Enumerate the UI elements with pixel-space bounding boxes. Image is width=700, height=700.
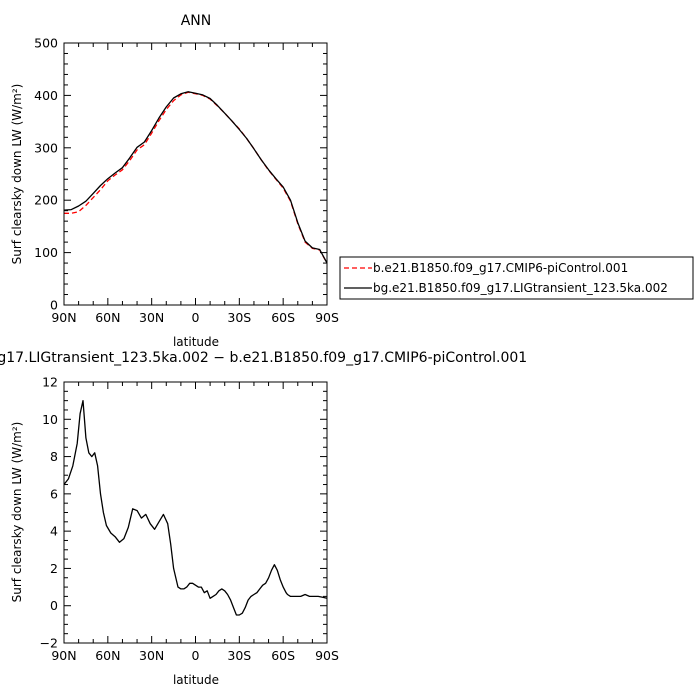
top-plot-frame [63,42,328,306]
legend-label-series-2: bg.e21.B1850.f09_g17.LIGtransient_123.5k… [373,281,668,295]
bottom-y-tick-label: 12 [42,375,58,390]
legend: b.e21.B1850.f09_g17.CMIP6-piControl.001 … [339,256,694,300]
legend-box [339,256,694,300]
top-y-tick-label: 300 [34,140,58,155]
top-x-axis-label: latitude [173,335,219,349]
bottom-y-tick-label: −2 [40,636,58,651]
bottom-x-axis-label: latitude [173,673,219,687]
bottom-chart-title: bg.e21.B1850.f09_g17.LIGtransient_123.5k… [0,350,527,366]
bottom-panel: bg.e21.B1850.f09_g17.LIGtransient_123.5k… [0,350,527,687]
bottom-y-tick-label: 0 [50,598,58,613]
top-plot-content [63,91,328,264]
top-x-tick-label: 30N [139,310,164,325]
top-y-tick-label: 500 [34,36,58,51]
bottom-y-tick-label: 8 [50,449,58,464]
top-ticks: 90N 60N 30N 0 30S 60S 90S 0 100 200 300 400 500 [34,36,339,326]
bottom-x-tick-label: 60S [271,648,295,663]
bottom-x-tick-label: 60N [95,648,120,663]
bottom-x-tick-label: 0 [192,648,200,663]
top-x-tick-label: 60N [95,310,120,325]
top-chart-title: ANN [181,13,212,29]
top-series-line-1 [64,91,328,264]
top-x-tick-label: 30S [227,310,251,325]
bottom-x-tick-label: 30S [227,648,251,663]
bottom-ticks: 90N 60N 30N 0 30S 60S 90S −2 0 2 4 6 8 10 12 [40,375,339,664]
bottom-y-tick-label: 6 [50,486,58,501]
legend-label-series-1: b.e21.B1850.f09_g17.CMIP6-piControl.001 [373,261,628,275]
bottom-y-tick-label: 10 [42,412,58,427]
bottom-x-tick-label: 90S [315,648,339,663]
top-y-axis-label: Surf clearsky down LW (W/m²) [10,84,24,265]
bottom-series-line-1 [63,399,328,616]
bottom-y-axis-label: Surf clearsky down LW (W/m²) [10,422,24,603]
top-y-tick-label: 0 [50,298,58,313]
top-x-tick-label: 0 [192,310,200,325]
bottom-plot-content [63,399,328,616]
top-x-tick-label: 90N [51,310,76,325]
top-y-tick-label: 400 [34,88,58,103]
top-x-tick-label: 60S [271,310,295,325]
bottom-x-tick-label: 90N [51,648,76,663]
bottom-y-tick-label: 4 [50,524,58,539]
top-panel: ANN 90N 60N 30N 0 30S 60S 90S0100200300400500 … [10,13,694,349]
bottom-x-tick-label: 30N [139,648,164,663]
top-y-tick-label: 200 [34,193,58,208]
top-series-line-2 [63,91,328,264]
top-y-tick-label: 100 [34,245,58,260]
bottom-y-tick-label: 2 [50,561,58,576]
top-x-tick-label: 90S [315,310,339,325]
